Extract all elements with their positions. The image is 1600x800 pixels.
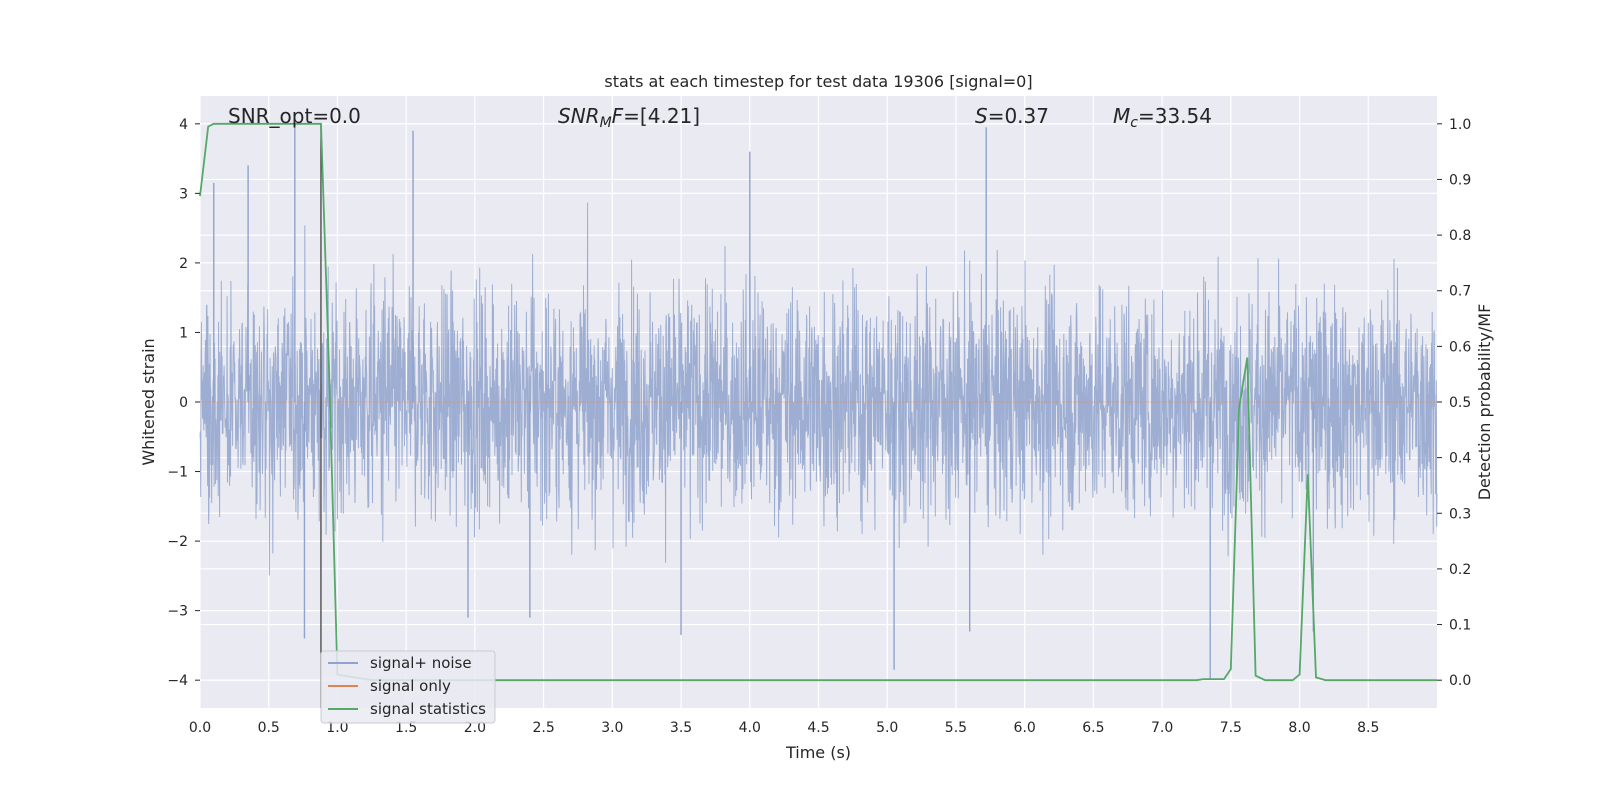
- legend-label-signal-statistics: signal statistics: [370, 700, 486, 718]
- y-tick-label-left: 1: [179, 325, 188, 341]
- legend-box: [320, 650, 496, 724]
- x-tick-label: 0.5: [258, 720, 280, 736]
- y-tick-label-right: 0.5: [1449, 395, 1471, 411]
- y-tick-label-left: −1: [167, 465, 188, 481]
- y-tick-label-right: 1.0: [1449, 117, 1471, 133]
- legend: signal+ noise signal only signal statist…: [320, 650, 496, 724]
- y-tick-label-left: 0: [179, 395, 188, 411]
- x-tick-label: 8.5: [1357, 720, 1379, 736]
- y-tick-label-right: 0.4: [1449, 451, 1471, 467]
- annotation-s: S=0.37: [975, 104, 1049, 128]
- x-tick-label: 7.0: [1151, 720, 1173, 736]
- x-tick-label: 4.5: [807, 720, 829, 736]
- y-tick-label-right: 0.0: [1449, 673, 1471, 689]
- x-tick-label: 5.0: [876, 720, 898, 736]
- x-tick-label: 3.0: [601, 720, 623, 736]
- annotation-mc: Mc=33.54: [1113, 104, 1212, 131]
- chart-title: stats at each timestep for test data 193…: [604, 72, 1032, 91]
- annotation-snr-mf: SNRMF=[4.21]: [558, 104, 700, 131]
- x-tick-label: 4.0: [739, 720, 761, 736]
- x-tick-label: 1.5: [395, 720, 417, 736]
- x-tick-label: 7.5: [1220, 720, 1242, 736]
- legend-label-signal-plus-noise: signal+ noise: [370, 654, 472, 672]
- y-tick-label-left: −4: [167, 673, 188, 689]
- x-tick-label: 8.0: [1288, 720, 1310, 736]
- x-tick-label: 2.5: [532, 720, 554, 736]
- y-tick-label-left: 2: [179, 256, 188, 272]
- x-tick-label: 3.5: [670, 720, 692, 736]
- x-tick-label: 5.5: [945, 720, 967, 736]
- x-tick-label: 1.0: [326, 720, 348, 736]
- y-tick-label-right: 0.8: [1449, 228, 1471, 244]
- x-tick-label: 6.5: [1082, 720, 1104, 736]
- y-tick-label-left: −3: [167, 604, 188, 620]
- axis-ticks: 0.0 0.5 1.0 1.5 2.0 2.5 3.0 3.5 4.0 4.5 5.0 5.5 6.0 6…: [167, 117, 1471, 736]
- line-signal-plus-noise: [199, 202, 1438, 576]
- y-axis-label-left: Whitened strain: [139, 338, 158, 465]
- y-tick-label-right: 0.2: [1449, 562, 1471, 578]
- line-signal-statistics: [199, 122, 1437, 682]
- x-tick-label: 2.0: [464, 720, 486, 736]
- annotation-snr-opt: SNR_opt=0.0: [228, 104, 361, 128]
- x-axis-label: Time (s): [785, 743, 851, 762]
- y-tick-label-left: −2: [167, 534, 188, 550]
- y-tick-label-left: 3: [179, 186, 188, 202]
- y-tick-label-right: 0.7: [1449, 284, 1471, 300]
- legend-label-signal-only: signal only: [370, 677, 451, 695]
- series-signal-plus-noise: [199, 123, 1438, 681]
- y-tick-label-right: 0.9: [1449, 172, 1471, 188]
- series-signal-statistics: [199, 122, 1437, 682]
- y-tick-label-left: 4: [179, 117, 188, 133]
- y-tick-label-right: 0.3: [1449, 506, 1471, 522]
- y-tick-label-right: 0.6: [1449, 339, 1471, 355]
- x-tick-label: 0.0: [189, 720, 211, 736]
- y-axis-label-right: Detection probability/MF: [1475, 304, 1494, 501]
- x-tick-label: 6.0: [1014, 720, 1036, 736]
- y-tick-label-right: 0.1: [1449, 618, 1471, 634]
